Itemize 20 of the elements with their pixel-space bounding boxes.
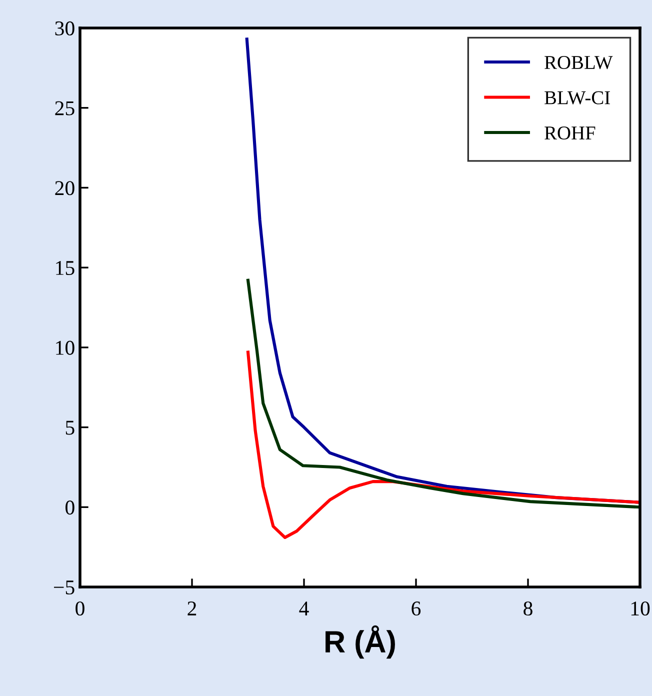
x-axis-title: R (Å) <box>326 625 395 659</box>
x-tick-label: 2 <box>188 602 196 616</box>
legend-label: ROHF <box>544 126 596 140</box>
line-series <box>246 278 640 509</box>
y-tick-label: 15 <box>56 261 74 276</box>
legend-label: BLW-CI <box>544 91 610 104</box>
x-tick-label: 8 <box>524 601 532 616</box>
y-tick-label: −5 <box>54 580 74 594</box>
y-tick-label: 20 <box>55 181 74 196</box>
x-tick-label: 4 <box>299 602 309 616</box>
x-tick-label: 10 <box>631 601 650 616</box>
y-tick-label: 5 <box>66 420 74 435</box>
x-tick-label: 6 <box>412 602 421 616</box>
line-series <box>246 350 640 540</box>
legend-label: ROBLW <box>544 56 613 70</box>
y-tick-label: 10 <box>56 340 74 355</box>
x-tick-label: 0 <box>76 601 84 616</box>
y-tick-label: 25 <box>55 101 74 116</box>
y-tick-label: 0 <box>66 500 74 515</box>
y-tick-label: 30 <box>55 21 74 36</box>
